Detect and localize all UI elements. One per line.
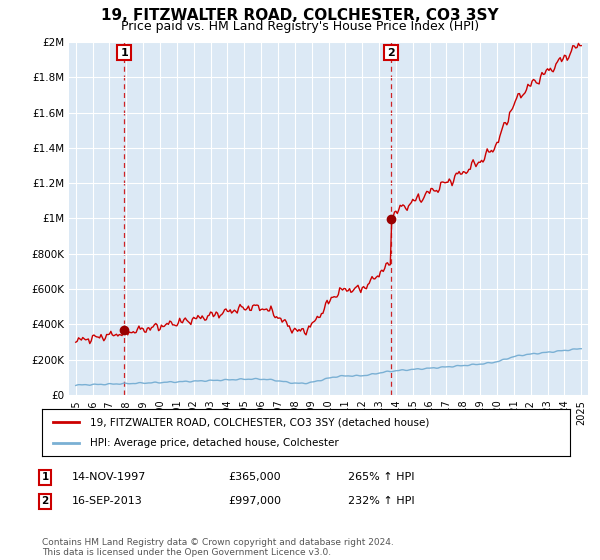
- Text: HPI: Average price, detached house, Colchester: HPI: Average price, detached house, Colc…: [89, 438, 338, 448]
- Text: 16-SEP-2013: 16-SEP-2013: [72, 496, 143, 506]
- Text: 1: 1: [41, 472, 49, 482]
- Text: £365,000: £365,000: [228, 472, 281, 482]
- Text: 14-NOV-1997: 14-NOV-1997: [72, 472, 146, 482]
- Text: 19, FITZWALTER ROAD, COLCHESTER, CO3 3SY: 19, FITZWALTER ROAD, COLCHESTER, CO3 3SY: [101, 8, 499, 24]
- Text: 232% ↑ HPI: 232% ↑ HPI: [348, 496, 415, 506]
- Text: 2: 2: [41, 496, 49, 506]
- Text: 2: 2: [387, 48, 395, 58]
- Text: Contains HM Land Registry data © Crown copyright and database right 2024.
This d: Contains HM Land Registry data © Crown c…: [42, 538, 394, 557]
- Text: Price paid vs. HM Land Registry's House Price Index (HPI): Price paid vs. HM Land Registry's House …: [121, 20, 479, 33]
- Text: £997,000: £997,000: [228, 496, 281, 506]
- Text: 265% ↑ HPI: 265% ↑ HPI: [348, 472, 415, 482]
- Text: 19, FITZWALTER ROAD, COLCHESTER, CO3 3SY (detached house): 19, FITZWALTER ROAD, COLCHESTER, CO3 3SY…: [89, 417, 429, 427]
- Text: 1: 1: [120, 48, 128, 58]
